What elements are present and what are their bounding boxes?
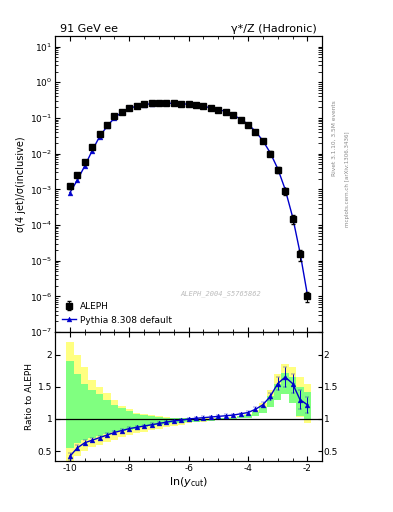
- Y-axis label: Ratio to ALEPH: Ratio to ALEPH: [25, 363, 34, 430]
- Pythia 8.308 default: [156, 100, 161, 106]
- Pythia 8.308 default: [179, 101, 184, 107]
- Text: 91 GeV ee: 91 GeV ee: [61, 25, 118, 34]
- Pythia 8.308 default: [298, 249, 302, 255]
- Pythia 8.308 default: [75, 177, 80, 183]
- Pythia 8.308 default: [246, 121, 250, 127]
- Pythia 8.308 default: [201, 103, 206, 110]
- Line: Pythia 8.308 default: Pythia 8.308 default: [68, 101, 310, 297]
- Pythia 8.308 default: [83, 163, 87, 169]
- Pythia 8.308 default: [231, 112, 235, 118]
- Pythia 8.308 default: [216, 106, 221, 113]
- Pythia 8.308 default: [142, 101, 147, 108]
- Pythia 8.308 default: [97, 134, 102, 140]
- Pythia 8.308 default: [119, 109, 124, 115]
- Text: mcplots.cern.ch [arXiv:1306.3436]: mcplots.cern.ch [arXiv:1306.3436]: [345, 132, 350, 227]
- Pythia 8.308 default: [261, 138, 265, 144]
- Pythia 8.308 default: [134, 103, 139, 109]
- Pythia 8.308 default: [164, 100, 169, 106]
- Pythia 8.308 default: [112, 115, 117, 121]
- Pythia 8.308 default: [194, 102, 198, 108]
- Pythia 8.308 default: [268, 150, 273, 156]
- Pythia 8.308 default: [68, 189, 72, 196]
- Pythia 8.308 default: [223, 109, 228, 115]
- Pythia 8.308 default: [149, 100, 154, 106]
- Pythia 8.308 default: [171, 100, 176, 106]
- Pythia 8.308 default: [253, 129, 258, 135]
- Y-axis label: σ(4 jet)/σ(inclusive): σ(4 jet)/σ(inclusive): [15, 136, 26, 232]
- Pythia 8.308 default: [275, 165, 280, 172]
- Legend: ALEPH, Pythia 8.308 default: ALEPH, Pythia 8.308 default: [59, 300, 175, 328]
- Pythia 8.308 default: [238, 116, 243, 122]
- Pythia 8.308 default: [105, 123, 109, 130]
- Pythia 8.308 default: [127, 105, 132, 112]
- Pythia 8.308 default: [283, 186, 288, 193]
- Text: Rivet 3.1.10, 3.5M events: Rivet 3.1.10, 3.5M events: [332, 100, 337, 176]
- Text: γ*/Z (Hadronic): γ*/Z (Hadronic): [231, 25, 317, 34]
- X-axis label: $\ln(y_{\rm cut})$: $\ln(y_{\rm cut})$: [169, 475, 208, 489]
- Pythia 8.308 default: [290, 214, 295, 220]
- Text: ALEPH_2004_S5765862: ALEPH_2004_S5765862: [180, 290, 261, 297]
- Pythia 8.308 default: [90, 148, 94, 154]
- Pythia 8.308 default: [209, 105, 213, 111]
- Pythia 8.308 default: [186, 101, 191, 108]
- Pythia 8.308 default: [305, 292, 310, 298]
